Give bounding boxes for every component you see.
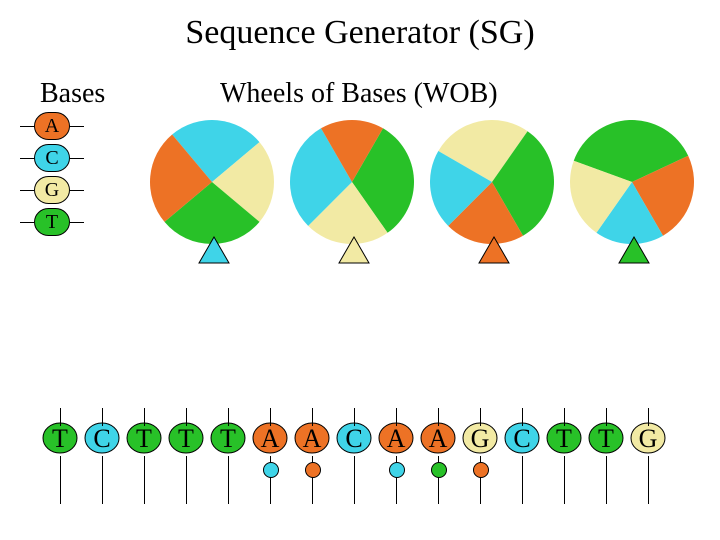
wheel-2: [290, 120, 418, 280]
tick-icon: [70, 190, 84, 191]
seq-label: A: [376, 424, 416, 454]
tick-icon: [70, 158, 84, 159]
sequence-item: C: [334, 420, 374, 510]
seq-label: T: [166, 424, 206, 454]
sequence-item: A: [418, 420, 458, 510]
wheel-4: [570, 120, 698, 280]
sequence-item: A: [292, 420, 332, 510]
sequence-item: A: [376, 420, 416, 510]
bases-heading: Bases: [40, 78, 105, 110]
seq-label: G: [628, 424, 668, 454]
sequence-item: G: [628, 420, 668, 510]
seq-label: A: [292, 424, 332, 454]
pointer-icon: [618, 236, 650, 264]
wheel-1: [150, 120, 278, 280]
pie-icon: [290, 120, 414, 244]
seq-label: C: [82, 424, 122, 454]
dot-icon: [389, 462, 405, 478]
base-pill-a: A: [34, 112, 70, 140]
sequence-row: TCTTTAACAAGCTTG: [40, 420, 700, 510]
stem-icon: [60, 456, 61, 504]
stem-icon: [102, 456, 103, 504]
base-label: C: [34, 144, 70, 172]
wob-heading: Wheels of Bases (WOB): [220, 78, 498, 110]
base-pill-c: C: [34, 144, 70, 172]
pie-icon: [430, 120, 554, 244]
stem-icon: [648, 456, 649, 504]
tick-icon: [70, 222, 84, 223]
page-title: Sequence Generator (SG): [0, 14, 720, 52]
base-label: G: [34, 176, 70, 204]
pointer-icon: [478, 236, 510, 264]
seq-label: T: [124, 424, 164, 454]
stem-icon: [522, 456, 523, 504]
stem-icon: [186, 456, 187, 504]
sequence-item: C: [82, 420, 122, 510]
base-pill-t: T: [34, 208, 70, 236]
seq-label: T: [586, 424, 626, 454]
dot-icon: [305, 462, 321, 478]
tick-icon: [20, 190, 34, 191]
wheel-3: [430, 120, 558, 280]
sequence-item: T: [586, 420, 626, 510]
pie-icon: [150, 120, 274, 244]
stem-icon: [228, 456, 229, 504]
seq-label: T: [544, 424, 584, 454]
stem-icon: [354, 456, 355, 504]
sequence-item: T: [544, 420, 584, 510]
base-label: T: [34, 208, 70, 236]
tick-icon: [70, 126, 84, 127]
stem-icon: [144, 456, 145, 504]
sequence-item: G: [460, 420, 500, 510]
pointer-icon: [198, 236, 230, 264]
seq-label: C: [334, 424, 374, 454]
dot-icon: [431, 462, 447, 478]
stem-icon: [606, 456, 607, 504]
pointer-icon: [338, 236, 370, 264]
sequence-item: T: [166, 420, 206, 510]
sequence-item: T: [208, 420, 248, 510]
dot-icon: [263, 462, 279, 478]
sequence-item: C: [502, 420, 542, 510]
bases-legend: ACGT: [34, 112, 70, 240]
seq-label: G: [460, 424, 500, 454]
sequence-item: T: [40, 420, 80, 510]
tick-icon: [20, 126, 34, 127]
seq-label: T: [208, 424, 248, 454]
wheels-container: [150, 120, 710, 280]
seq-label: A: [250, 424, 290, 454]
dot-icon: [473, 462, 489, 478]
sequence-item: T: [124, 420, 164, 510]
tick-icon: [20, 158, 34, 159]
sequence-item: A: [250, 420, 290, 510]
seq-label: T: [40, 424, 80, 454]
seq-label: C: [502, 424, 542, 454]
stem-icon: [564, 456, 565, 504]
base-label: A: [34, 112, 70, 140]
pie-icon: [570, 120, 694, 244]
base-pill-g: G: [34, 176, 70, 204]
seq-label: A: [418, 424, 458, 454]
tick-icon: [20, 222, 34, 223]
